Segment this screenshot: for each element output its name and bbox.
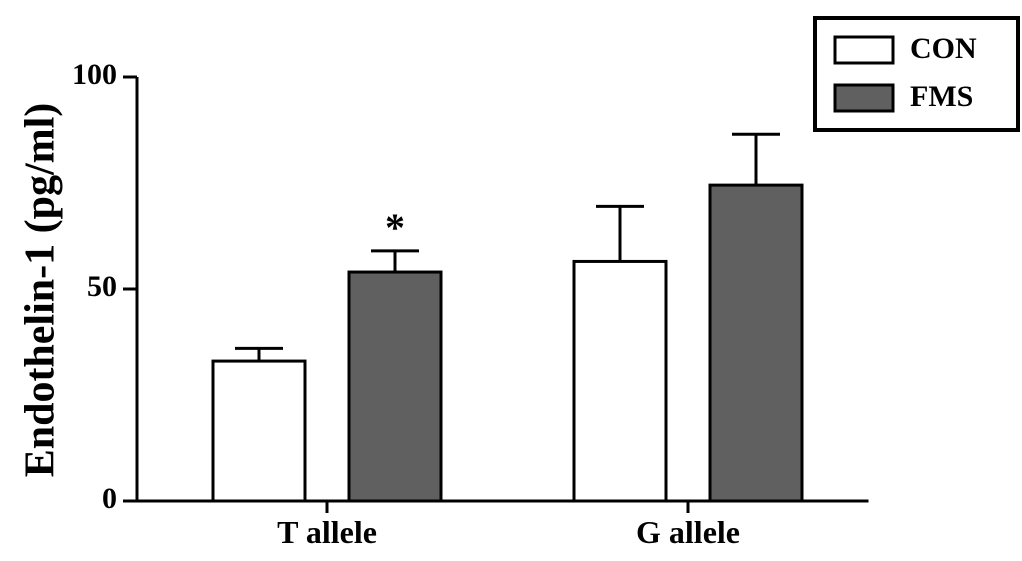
bar	[211, 359, 307, 503]
x-tick-label: G allele	[636, 514, 740, 550]
y-tick-label: 50	[87, 270, 117, 303]
bar	[708, 183, 804, 503]
y-tick-label: 100	[72, 58, 117, 91]
legend-label: CON	[910, 32, 977, 65]
y-tick-label: 0	[102, 482, 117, 515]
legend-label: FMS	[910, 80, 973, 113]
x-tick-label: T allele	[277, 514, 377, 550]
annotation: *	[385, 205, 405, 250]
bar	[347, 270, 443, 503]
legend-swatch	[833, 35, 895, 65]
legend-swatch	[833, 83, 895, 113]
y-axis-label: Endothelin-1 (pg/ml)	[18, 103, 64, 478]
bar	[572, 259, 668, 503]
